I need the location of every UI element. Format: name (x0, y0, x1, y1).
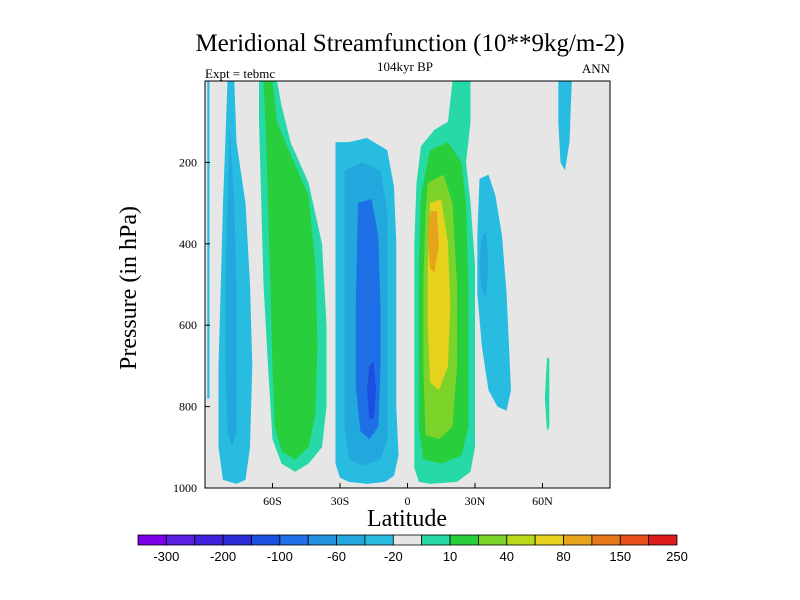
colorbar-label: -200 (210, 549, 236, 564)
colorbar: -300 -200 -100 -60 -20 10 40 80 150 250 (137, 534, 688, 564)
y-tick-label: 800 (179, 400, 197, 414)
colorbar-swatch (222, 534, 252, 546)
colorbar-label: -20 (384, 549, 403, 564)
colorbar-swatch (336, 534, 366, 546)
colorbar-swatch (279, 534, 309, 546)
contour-nh-polar-strip (558, 81, 572, 171)
colorbar-swatch (307, 534, 337, 546)
contour-nh-small-blob (544, 357, 550, 431)
contour-fill-group (207, 81, 572, 484)
colorbar-swatch (194, 534, 224, 546)
colorbar-label: 80 (556, 549, 570, 564)
season-label: ANN (582, 61, 611, 76)
colorbar-swatch (251, 534, 281, 546)
colorbar-swatch (421, 534, 451, 546)
colorbar-swatch (165, 534, 196, 546)
x-axis-label: Latitude (367, 506, 447, 532)
experiment-label: Expt = tebmc (205, 66, 275, 81)
y-tick-label: 400 (179, 237, 197, 251)
colorbar-swatch (449, 534, 479, 546)
colorbar-swatch (534, 534, 564, 546)
colorbar-swatch (648, 534, 678, 546)
x-tick-label: 60S (263, 494, 282, 508)
contour-sp-edge-strip (207, 81, 210, 399)
colorbar-label: -300 (153, 549, 179, 564)
colorbar-label: 10 (443, 549, 457, 564)
y-tick-label: 200 (179, 155, 197, 169)
y-tick-label: 1000 (173, 481, 197, 495)
contour-sh-ferrel-cell-core (263, 81, 318, 460)
colorbar-label: 250 (666, 549, 688, 564)
colorbar-label: 150 (609, 549, 631, 564)
y-tick-label: 600 (179, 318, 197, 332)
x-tick-label: 30S (331, 494, 350, 508)
colorbar-label: -60 (327, 549, 346, 564)
colorbar-swatch (506, 534, 536, 546)
axis-ticks-group: 60S 30S 0 30N 60N 200 400 600 800 1000 (173, 155, 553, 508)
colorbar-label: -100 (267, 549, 293, 564)
contour-nh-ferrel-cell-core (479, 231, 489, 297)
colorbar-swatch (591, 534, 621, 546)
colorbar-swatch (619, 534, 650, 546)
colorbar-swatch (563, 534, 593, 546)
chart-title: Meridional Streamfunction (10**9kg/m-2) (195, 30, 624, 57)
contour-nh-hadley-cell-max (427, 211, 439, 273)
colorbar-swatch (392, 534, 423, 546)
x-tick-label: 60N (532, 494, 553, 508)
y-axis-label: Pressure (in hPa) (116, 206, 142, 370)
contour-sh-polar-cell-core (225, 129, 237, 448)
contour-sh-hadley-cell-center (367, 361, 376, 419)
colorbar-swatch (364, 534, 394, 546)
x-tick-label: 30N (465, 494, 486, 508)
period-label: 104kyr BP (377, 59, 433, 74)
colorbar-swatch (478, 534, 508, 546)
x-tick-label: 0 (405, 494, 411, 508)
colorbar-swatch (137, 534, 167, 546)
colorbar-label: 40 (500, 549, 514, 564)
